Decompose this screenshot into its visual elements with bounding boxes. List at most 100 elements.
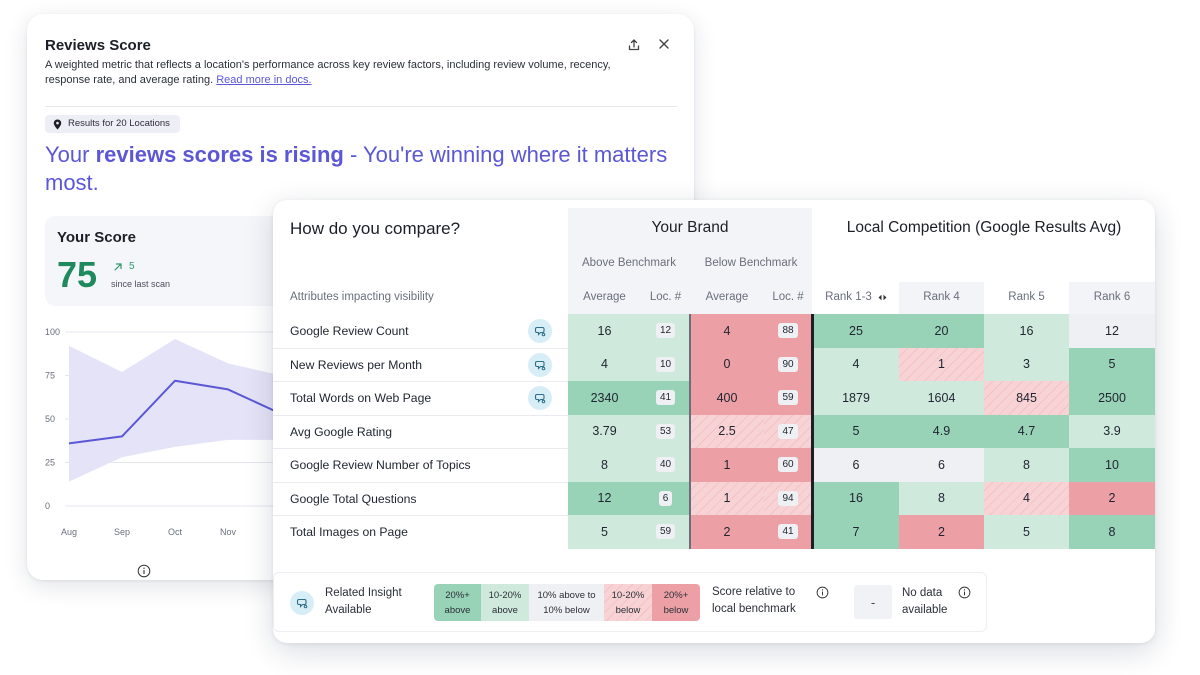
related-insight-icon[interactable] xyxy=(528,319,552,343)
rank4-header-bg xyxy=(899,282,984,314)
location-count-badge: 90 xyxy=(778,356,798,372)
legend-swatch: 10-20% below xyxy=(604,584,652,621)
swatch-line2: above xyxy=(492,604,518,616)
chart-x-tick: Sep xyxy=(114,527,130,537)
table-cell: 12 xyxy=(641,314,690,348)
locations-pill: Results for 20 Locations xyxy=(45,115,180,133)
table-cell: 59 xyxy=(641,515,690,549)
cell-value: 6 xyxy=(938,457,945,472)
swatch-line1: 10-20% xyxy=(611,589,645,601)
table-cell: 4.9 xyxy=(899,414,984,448)
table-cell: 16 xyxy=(568,314,641,348)
chart-x-tick: Aug xyxy=(61,527,77,537)
cell-value: 20 xyxy=(934,323,949,338)
table-cell: 1 xyxy=(690,448,764,482)
table-cell: 8 xyxy=(568,448,641,482)
card-description: A weighted metric that reflects a locati… xyxy=(45,58,625,88)
headline: Your reviews scores is rising - You're w… xyxy=(45,141,685,197)
chart-y-tick: 100 xyxy=(45,327,60,337)
table-cell: 88 xyxy=(764,314,812,348)
cell-value: 16 xyxy=(1019,323,1034,338)
cell-value: 5 xyxy=(601,524,608,539)
related-insight-line1: Related Insight xyxy=(325,587,402,599)
cell-value: 25 xyxy=(849,323,863,338)
chart-y-tick: 75 xyxy=(45,371,55,381)
table-cell: 10 xyxy=(1069,448,1155,482)
cell-value: 10 xyxy=(1105,457,1119,472)
compare-title: How do you compare? xyxy=(290,219,461,238)
relative-line1: Score relative to xyxy=(712,586,796,598)
related-insight-icon[interactable] xyxy=(528,352,552,377)
legend-swatch: 10-20% above xyxy=(481,584,529,621)
docs-link[interactable]: Read more in docs. xyxy=(216,74,312,86)
cell-value: 2.5 xyxy=(718,424,736,439)
close-icon[interactable] xyxy=(657,37,671,51)
table-cell: 5 xyxy=(813,414,899,448)
chart-y-tick: 50 xyxy=(45,414,55,424)
relative-line2: local benchmark xyxy=(712,603,796,615)
row-label: Google Review Count xyxy=(290,324,409,338)
table-cell: 1 xyxy=(899,347,984,381)
location-count-badge: 94 xyxy=(778,490,798,506)
no-data-label: No data available xyxy=(902,585,947,619)
row-divider xyxy=(273,448,568,449)
cell-value: 1 xyxy=(723,491,731,506)
cell-value: 2340 xyxy=(590,390,619,405)
brand-competition-divider xyxy=(811,314,814,549)
location-count-badge: 12 xyxy=(655,323,676,339)
sort-icon[interactable] xyxy=(878,294,887,301)
below-benchmark-header: Below Benchmark xyxy=(704,257,798,269)
table-cell: 6 xyxy=(641,481,690,515)
cell-value: 1604 xyxy=(927,390,956,405)
group-local-competition: Local Competition (Google Results Avg) xyxy=(846,219,1122,236)
table-cell: 41 xyxy=(641,381,690,415)
row-divider xyxy=(273,381,568,382)
related-insight-icon xyxy=(290,591,314,615)
table-cell: 5 xyxy=(1069,347,1155,381)
row-label: Total Images on Page xyxy=(290,525,408,539)
info-icon[interactable] xyxy=(958,586,971,599)
chart-x-tick: Nov xyxy=(220,527,237,537)
cell-value: 4 xyxy=(852,357,860,372)
chart-y-tick: 25 xyxy=(45,458,55,468)
row-divider xyxy=(273,347,568,349)
table-cell: 4 xyxy=(690,314,764,348)
score-label: Your Score xyxy=(57,229,136,246)
share-icon[interactable] xyxy=(627,38,641,52)
table-cell: 0 xyxy=(690,347,764,381)
cell-value: 8 xyxy=(601,457,608,472)
cell-value: 7 xyxy=(852,524,860,539)
headline-start: Your xyxy=(45,142,96,167)
headline-bold: reviews scores is rising xyxy=(95,142,344,167)
table-cell: 6 xyxy=(813,448,899,482)
table-cell: 16 xyxy=(984,314,1069,348)
cell-value: 1879 xyxy=(842,390,870,405)
location-count-badge: 59 xyxy=(778,390,798,406)
row-label: New Reviews per Month xyxy=(290,357,423,372)
info-icon[interactable] xyxy=(137,564,151,578)
cell-value: 4.9 xyxy=(932,424,951,439)
location-count-badge: 53 xyxy=(655,423,676,439)
swatch-line1: 10-20% xyxy=(488,589,522,601)
table-cell: 7 xyxy=(813,515,899,549)
row-divider xyxy=(273,414,568,416)
table-cell: 2 xyxy=(690,515,764,549)
card-title: Reviews Score xyxy=(45,37,151,54)
cell-value: 5 xyxy=(852,424,860,439)
col-rank-1-3[interactable]: Rank 1-3 xyxy=(813,291,899,303)
above-benchmark-header: Above Benchmark xyxy=(582,257,676,269)
table-cell: 4 xyxy=(568,347,641,381)
cell-value: 8 xyxy=(938,491,945,506)
cell-value: 0 xyxy=(723,357,731,372)
cell-value: 2500 xyxy=(1098,390,1126,405)
table-cell: 40 xyxy=(641,448,690,482)
row-divider xyxy=(273,481,568,483)
table-cell: 25 xyxy=(813,314,899,348)
location-count-badge: 59 xyxy=(655,524,676,540)
row-divider xyxy=(273,515,568,516)
comparison-card: How do you compare? Your Brand Local Com… xyxy=(273,200,1155,643)
headline-end: - You're winning where it matters most. xyxy=(45,142,668,195)
related-insight-icon[interactable] xyxy=(528,386,552,410)
info-icon[interactable] xyxy=(816,586,829,599)
swatch-line2: below xyxy=(663,604,689,616)
